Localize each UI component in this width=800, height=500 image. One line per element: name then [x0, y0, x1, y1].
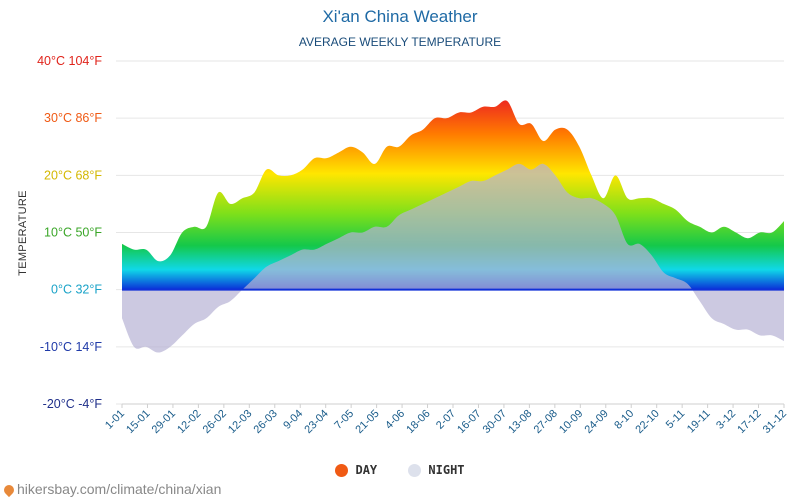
x-tick-label: 12-03: [226, 408, 254, 436]
y-tick-label: -20°C -4°F: [43, 397, 103, 411]
y-tick-label: 0°C 32°F: [51, 283, 102, 297]
x-tick-label: 10-09: [557, 408, 585, 436]
x-tick-label: 15-01: [124, 408, 152, 436]
chart-title: Xi'an China Weather: [322, 7, 478, 26]
x-tick-label: 5-11: [664, 408, 687, 431]
x-tick-label: 13-08: [506, 408, 534, 436]
day-color-dot: [335, 463, 349, 477]
y-tick-label: 30°C 86°F: [44, 111, 102, 125]
x-tick-label: 31-12: [761, 408, 789, 436]
y-tick-label: 20°C 68°F: [44, 168, 102, 182]
x-tick-label: 19-11: [685, 408, 713, 436]
legend-day-label: DAY: [355, 463, 378, 477]
x-tick-label: 27-08: [532, 408, 560, 436]
temperature-chart: 40°C 104°F 30°C 86°F 20°C 68°F 10°C 50°F 0°C…: [37, 54, 789, 436]
night-overlay-upper: [122, 163, 784, 353]
source-link[interactable]: hikersbay.com/climate/china/xian: [1, 481, 222, 498]
x-tick-label: 26-03: [252, 408, 280, 436]
x-tick-label: 16-07: [455, 408, 483, 436]
legend-item-day[interactable]: DAY: [335, 463, 377, 477]
x-tick-label: 30-07: [481, 408, 509, 436]
y-tick-label: -10°C 14°F: [40, 340, 102, 354]
legend: DAY NIGHT: [0, 463, 800, 480]
y-tick-label: 40°C 104°F: [37, 54, 102, 68]
x-tick-label: 17-12: [735, 408, 763, 436]
y-tick-label: 10°C 50°F: [44, 226, 102, 240]
x-tick-label: 29-01: [150, 408, 178, 436]
x-tick-label: 24-09: [583, 408, 611, 436]
x-tick-label: 21-05: [353, 408, 381, 436]
legend-item-night[interactable]: NIGHT: [408, 463, 465, 477]
source-text: hikersbay.com/climate/china/xian: [17, 481, 222, 497]
legend-night-label: NIGHT: [428, 463, 465, 477]
night-series-area: [122, 163, 784, 353]
x-tick-label: 26-02: [201, 408, 229, 436]
night-color-dot: [408, 463, 422, 477]
location-pin-icon: [1, 482, 17, 498]
x-tick-label: 18-06: [404, 408, 432, 436]
chart-subtitle: AVERAGE WEEKLY TEMPERATURE: [298, 35, 502, 49]
x-tick-label: 23-04: [302, 408, 330, 436]
x-tick-label: 22-10: [633, 408, 661, 436]
x-tick-label: 12-02: [175, 408, 203, 436]
